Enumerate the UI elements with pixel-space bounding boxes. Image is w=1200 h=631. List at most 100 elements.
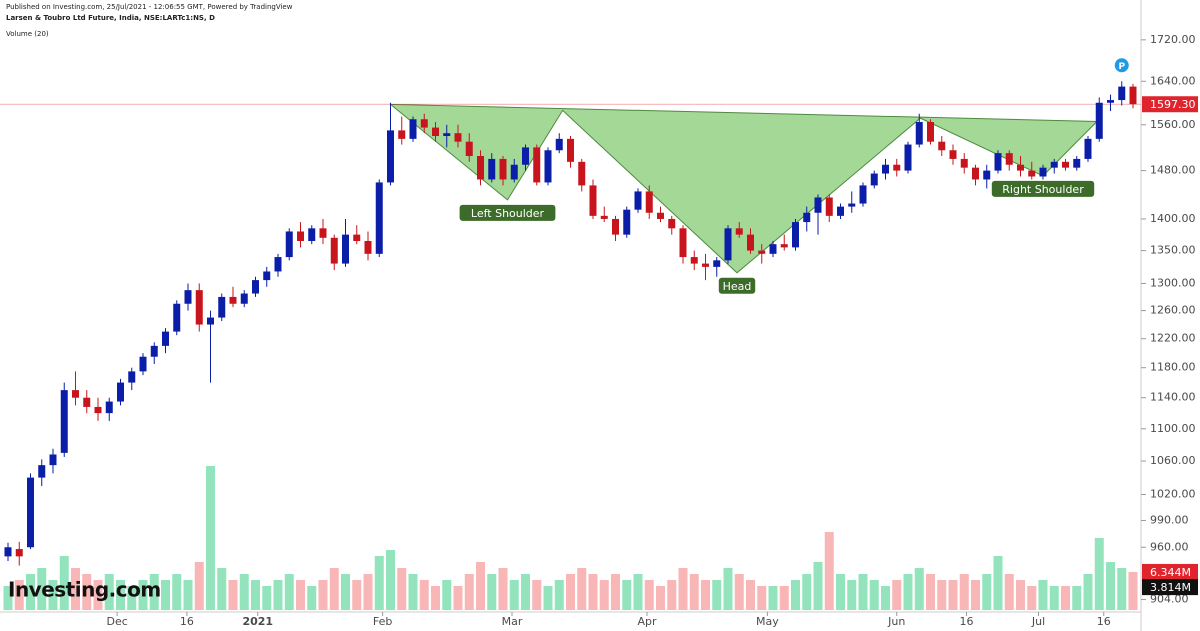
candle-body <box>83 397 91 407</box>
candle-body <box>27 477 34 548</box>
volume-bar <box>307 586 317 610</box>
volume-bar <box>1049 586 1059 610</box>
candle-body <box>690 257 698 264</box>
candle-body <box>353 234 361 241</box>
candle-body <box>150 345 158 357</box>
volume-bar <box>217 568 227 610</box>
candle-body <box>1107 100 1114 103</box>
y-tick-label: 1220.00 <box>1150 332 1196 345</box>
volume-bar <box>71 568 80 610</box>
candle-body <box>432 127 439 137</box>
candle-body <box>1084 138 1092 159</box>
pattern-label: Left Shoulder <box>471 207 545 220</box>
volume-bar <box>239 574 249 610</box>
last-volume-box <box>1142 563 1198 580</box>
candle-body <box>1017 164 1024 171</box>
volume-bar <box>442 580 452 610</box>
volume-bar <box>689 574 699 610</box>
volume-bar <box>746 580 755 610</box>
candle-body <box>218 296 226 318</box>
x-tick-label: Jun <box>887 615 905 628</box>
volume-bar <box>1038 580 1048 610</box>
volume-bar <box>318 580 328 610</box>
x-tick-label: 16 <box>1097 615 1111 628</box>
volume-bar <box>37 568 47 610</box>
candle-body <box>870 173 878 186</box>
candle-body <box>904 144 912 171</box>
x-tick-label: Jul <box>1031 615 1045 628</box>
candle-body <box>285 231 293 258</box>
candle-body <box>4 547 12 557</box>
candle-body <box>398 130 406 139</box>
candle-body <box>960 158 968 168</box>
candle-body <box>387 130 394 183</box>
volume-bar <box>431 586 440 610</box>
candle-body <box>319 228 327 238</box>
candle-body <box>859 185 867 204</box>
y-tick-label: 1140.00 <box>1150 391 1196 404</box>
volume-bar <box>577 568 587 610</box>
candle-body <box>612 218 619 235</box>
volume-bar <box>712 580 722 610</box>
x-tick-label: 16 <box>960 615 974 628</box>
volume-bar <box>374 556 384 610</box>
y-tick-label: 1100.00 <box>1150 422 1196 435</box>
candle-body <box>657 212 664 219</box>
candle-body <box>623 209 631 235</box>
volume-bar <box>543 586 553 610</box>
candle-body <box>994 153 1002 171</box>
volume-bar <box>149 574 159 610</box>
candle-body <box>533 147 541 183</box>
candle-body <box>735 228 743 235</box>
volume-bar <box>914 568 924 610</box>
candle-body <box>668 218 676 229</box>
volume-bar <box>869 580 879 610</box>
candle-body <box>128 371 136 383</box>
last-volume-label: 6.344M <box>1150 566 1191 579</box>
candle-body <box>184 290 192 304</box>
candle-body <box>342 234 349 264</box>
candle-body <box>645 191 653 213</box>
y-tick-label: 1400.00 <box>1150 212 1196 225</box>
candle-body <box>983 170 991 180</box>
volume-bar <box>183 580 193 610</box>
volume-bar <box>1027 586 1037 610</box>
volume-bar <box>194 562 204 610</box>
candle-body <box>1129 86 1137 105</box>
y-tick-label: 1720.00 <box>1150 33 1196 46</box>
x-tick-label: Mar <box>502 615 523 628</box>
candle-body <box>477 156 484 180</box>
candle-body <box>1005 153 1013 165</box>
volume-bar <box>622 580 632 610</box>
volume-bar <box>341 574 350 610</box>
volume-bar <box>836 574 845 610</box>
x-tick-label: Apr <box>637 615 657 628</box>
volume-bar <box>903 574 913 610</box>
candle-body <box>105 401 113 414</box>
volume-bar <box>251 580 260 610</box>
chart-title: Larsen & Toubro Ltd Future, India, NSE:L… <box>6 14 215 22</box>
candle-body <box>814 197 822 213</box>
volume-bar <box>791 580 800 610</box>
volume-bar <box>498 568 508 610</box>
logo: Investing.com <box>8 578 161 602</box>
volume-bar <box>228 580 238 610</box>
volume-bar <box>386 550 395 610</box>
volume-bar <box>588 574 598 610</box>
pattern-label-box <box>459 204 556 221</box>
volume-bar <box>937 580 947 610</box>
candle-body <box>1039 167 1047 177</box>
candle-body <box>949 150 957 159</box>
candle-body <box>510 164 518 180</box>
volume-bar <box>138 580 148 610</box>
y-tick-label: 1060.00 <box>1150 454 1196 467</box>
candle-body <box>139 356 147 372</box>
candle-body <box>544 150 552 183</box>
volume-bar <box>1016 580 1025 610</box>
candle-body <box>465 141 473 157</box>
volume-bar <box>779 586 789 610</box>
candle-body <box>420 119 428 128</box>
candle-body <box>60 390 68 453</box>
candle-body <box>758 250 766 254</box>
volume-bar <box>161 580 170 610</box>
